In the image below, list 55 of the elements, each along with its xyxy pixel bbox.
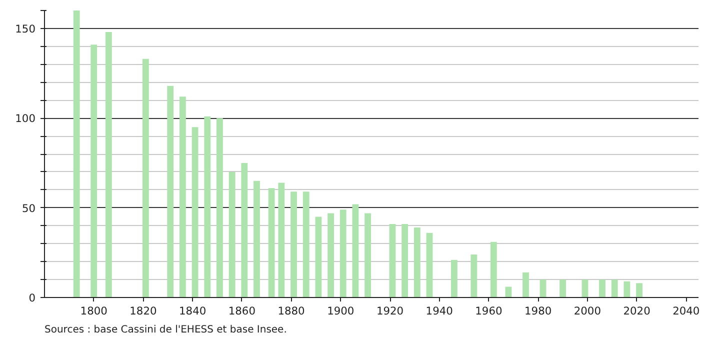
bar [505, 286, 512, 298]
x-tick-label: 1800 [80, 304, 108, 318]
x-tick-label: 1900 [327, 304, 354, 318]
bar [73, 10, 80, 298]
x-tick-label: 2020 [623, 304, 651, 318]
x-tick-label: 1960 [475, 304, 503, 318]
bar [142, 58, 149, 298]
y-tick-label: 100 [15, 112, 36, 126]
bar [522, 272, 529, 298]
bar [216, 118, 223, 298]
x-tick-label: 1940 [426, 304, 454, 318]
bar [450, 260, 458, 298]
bar [328, 213, 334, 298]
x-tick-label: 1860 [228, 304, 256, 318]
bar [105, 32, 112, 298]
bar [228, 172, 236, 298]
bar [624, 281, 630, 298]
bar [414, 228, 420, 298]
bar [268, 188, 275, 298]
x-tick-label: 2040 [672, 304, 700, 318]
bar [540, 280, 546, 298]
bar [611, 280, 618, 298]
bar [340, 210, 346, 298]
bar [636, 283, 642, 298]
bar [179, 96, 186, 298]
bar [241, 162, 248, 298]
bar [278, 182, 285, 298]
bar [582, 280, 588, 298]
bar [560, 280, 566, 298]
bar [470, 254, 478, 298]
x-tick-label: 1880 [278, 304, 306, 318]
bar [352, 204, 359, 298]
x-tick-label: 1920 [376, 304, 404, 318]
x-tick-label: 1980 [524, 304, 552, 318]
bar [364, 213, 372, 298]
bar [254, 180, 260, 298]
bar [490, 242, 497, 298]
bar [204, 116, 211, 298]
x-tick-label: 1840 [179, 304, 206, 318]
bar [167, 86, 174, 298]
bar [192, 127, 198, 298]
x-tick-label: 2000 [574, 304, 602, 318]
y-tick-label: 50 [22, 202, 36, 215]
x-tick-label: 1820 [130, 304, 157, 318]
bar [389, 224, 396, 298]
bar [315, 216, 322, 298]
y-tick-label: 0 [28, 292, 36, 304]
bar [290, 192, 297, 298]
bar [402, 224, 408, 298]
source-note: Sources : base Cassini de l'EHESS et base Insee. [44, 324, 287, 336]
bar [599, 280, 606, 298]
bar [302, 192, 310, 298]
y-tick-label: 150 [15, 22, 36, 36]
bar [426, 232, 433, 298]
bar [90, 44, 98, 298]
